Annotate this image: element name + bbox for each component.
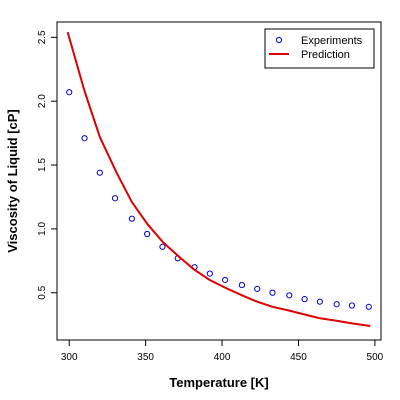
x-axis-title: Temperature [K]: [169, 375, 268, 390]
experiments-point: [159, 243, 166, 250]
experiments-point: [144, 230, 151, 238]
prediction-line: [66, 31, 371, 327]
series-layer: [66, 31, 372, 327]
experiments-point: [66, 89, 73, 96]
x-tick-label: 350: [137, 352, 154, 363]
y-tick-label: 1.0: [37, 222, 48, 236]
x-tick-label: 500: [367, 352, 384, 363]
experiments-point: [301, 296, 308, 303]
x-tick-label: 300: [61, 352, 78, 363]
experiments-point: [238, 281, 246, 289]
x-tick-label: 400: [214, 352, 231, 363]
experiments-point: [286, 292, 293, 299]
experiments-point: [316, 298, 323, 305]
y-tick-label: 1.5: [37, 158, 48, 172]
experiments-point: [96, 169, 103, 176]
experiments-point: [81, 135, 88, 142]
y-tick-label: 2.5: [37, 30, 48, 44]
y-tick-label: 0.5: [37, 285, 48, 299]
y-axis: 0.5 1.0 1.5 2.0 2.5: [37, 30, 57, 300]
experiments-point: [348, 302, 356, 309]
experiments-point: [269, 289, 276, 296]
legend-prediction-label: Prediction: [301, 49, 350, 61]
experiments-point: [365, 303, 372, 310]
experiments-point: [222, 276, 229, 284]
y-tick-label: 2.0: [37, 94, 48, 108]
x-tick-label: 450: [290, 352, 307, 363]
plot-frame: [56, 21, 382, 341]
legend-box: [264, 28, 375, 69]
experiments-point: [128, 215, 135, 222]
legend-experiments-label: Experiments: [301, 35, 363, 47]
y-axis-title: Viscosity of Liquid [cP]: [5, 109, 20, 253]
x-axis: 300 350 400 450 500: [61, 340, 384, 363]
experiments-point: [333, 301, 340, 308]
experiments-point: [254, 285, 261, 293]
experiments-point: [206, 270, 213, 277]
legend: Experiments Prediction: [264, 28, 375, 69]
legend-experiments-marker: [275, 36, 283, 44]
experiments-point: [111, 195, 119, 202]
